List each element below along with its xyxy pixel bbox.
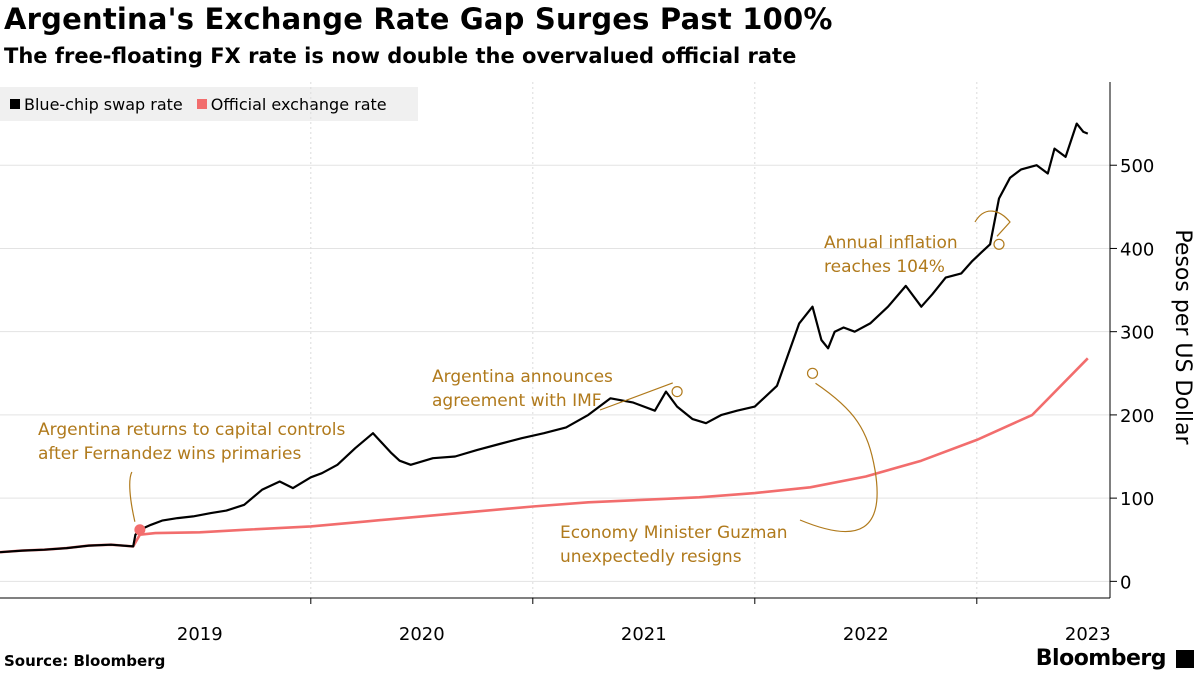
chart-title: Argentina's Exchange Rate Gap Surges Pas… bbox=[4, 2, 833, 36]
legend: Blue-chip swap rate Official exchange ra… bbox=[0, 87, 418, 121]
legend-item-official: Official exchange rate bbox=[196, 94, 387, 114]
x-tick-label: 2021 bbox=[621, 624, 667, 645]
annotation-label: after Fernandez wins primaries bbox=[38, 444, 301, 464]
legend-swatch-official bbox=[196, 99, 207, 109]
bloomberg-mark-icon bbox=[1176, 650, 1194, 668]
x-tick-label: 2023 bbox=[1065, 624, 1111, 645]
annotation-leader bbox=[129, 471, 136, 522]
annotation-marker bbox=[806, 367, 819, 379]
y-tick-label: 300 bbox=[1120, 323, 1154, 344]
chart-subtitle: The free-floating FX rate is now double … bbox=[4, 44, 797, 68]
y-tick-label: 100 bbox=[1120, 489, 1154, 510]
gridlines bbox=[0, 82, 1110, 598]
annotation-label: agreement with IMF bbox=[432, 391, 602, 411]
annotation-marker bbox=[671, 386, 683, 398]
y-tick-label: 500 bbox=[1120, 156, 1154, 177]
y-tick-label: 0 bbox=[1120, 572, 1131, 593]
annotation-marker bbox=[134, 524, 146, 536]
annotation-label: Economy Minister Guzman bbox=[560, 523, 788, 543]
axes: 0 100 200 300 400 500 2019 2020 2021 2022 2023 bbox=[0, 82, 1154, 645]
annotation-leader bbox=[599, 382, 673, 411]
legend-label-blue-chip: Blue-chip swap rate bbox=[24, 94, 183, 114]
y-tick-label: 200 bbox=[1120, 406, 1154, 427]
x-tick-label: 2019 bbox=[177, 624, 223, 645]
annotation-label: Annual inflation bbox=[824, 233, 958, 253]
legend-item-blue-chip: Blue-chip swap rate bbox=[10, 95, 183, 114]
annotation-leader bbox=[799, 382, 878, 533]
source-note: Source: Bloomberg bbox=[4, 652, 166, 670]
y-axis-label: Pesos per US Dollar bbox=[1170, 229, 1195, 445]
y-tick-label: 400 bbox=[1120, 239, 1154, 260]
bloomberg-logo: Bloomberg bbox=[1035, 646, 1167, 671]
annotation-marker bbox=[993, 238, 1005, 250]
annotation-label: unexpectedly resigns bbox=[560, 547, 742, 567]
annotation-label: Argentina announces bbox=[432, 367, 613, 387]
annotation-leader bbox=[974, 210, 1011, 237]
x-tick-label: 2022 bbox=[843, 624, 889, 645]
legend-swatch-blue-chip bbox=[10, 99, 20, 109]
annotation-label: reaches 104% bbox=[824, 257, 945, 277]
legend-label-official: Official exchange rate bbox=[210, 94, 387, 114]
series-group bbox=[0, 122, 1089, 554]
annotations: Argentina returns to capital controls aft… bbox=[38, 210, 1011, 567]
series-line-blue-chip bbox=[0, 122, 1089, 554]
annotation-label: Argentina returns to capital controls bbox=[38, 420, 345, 440]
x-tick-label: 2020 bbox=[399, 624, 445, 645]
